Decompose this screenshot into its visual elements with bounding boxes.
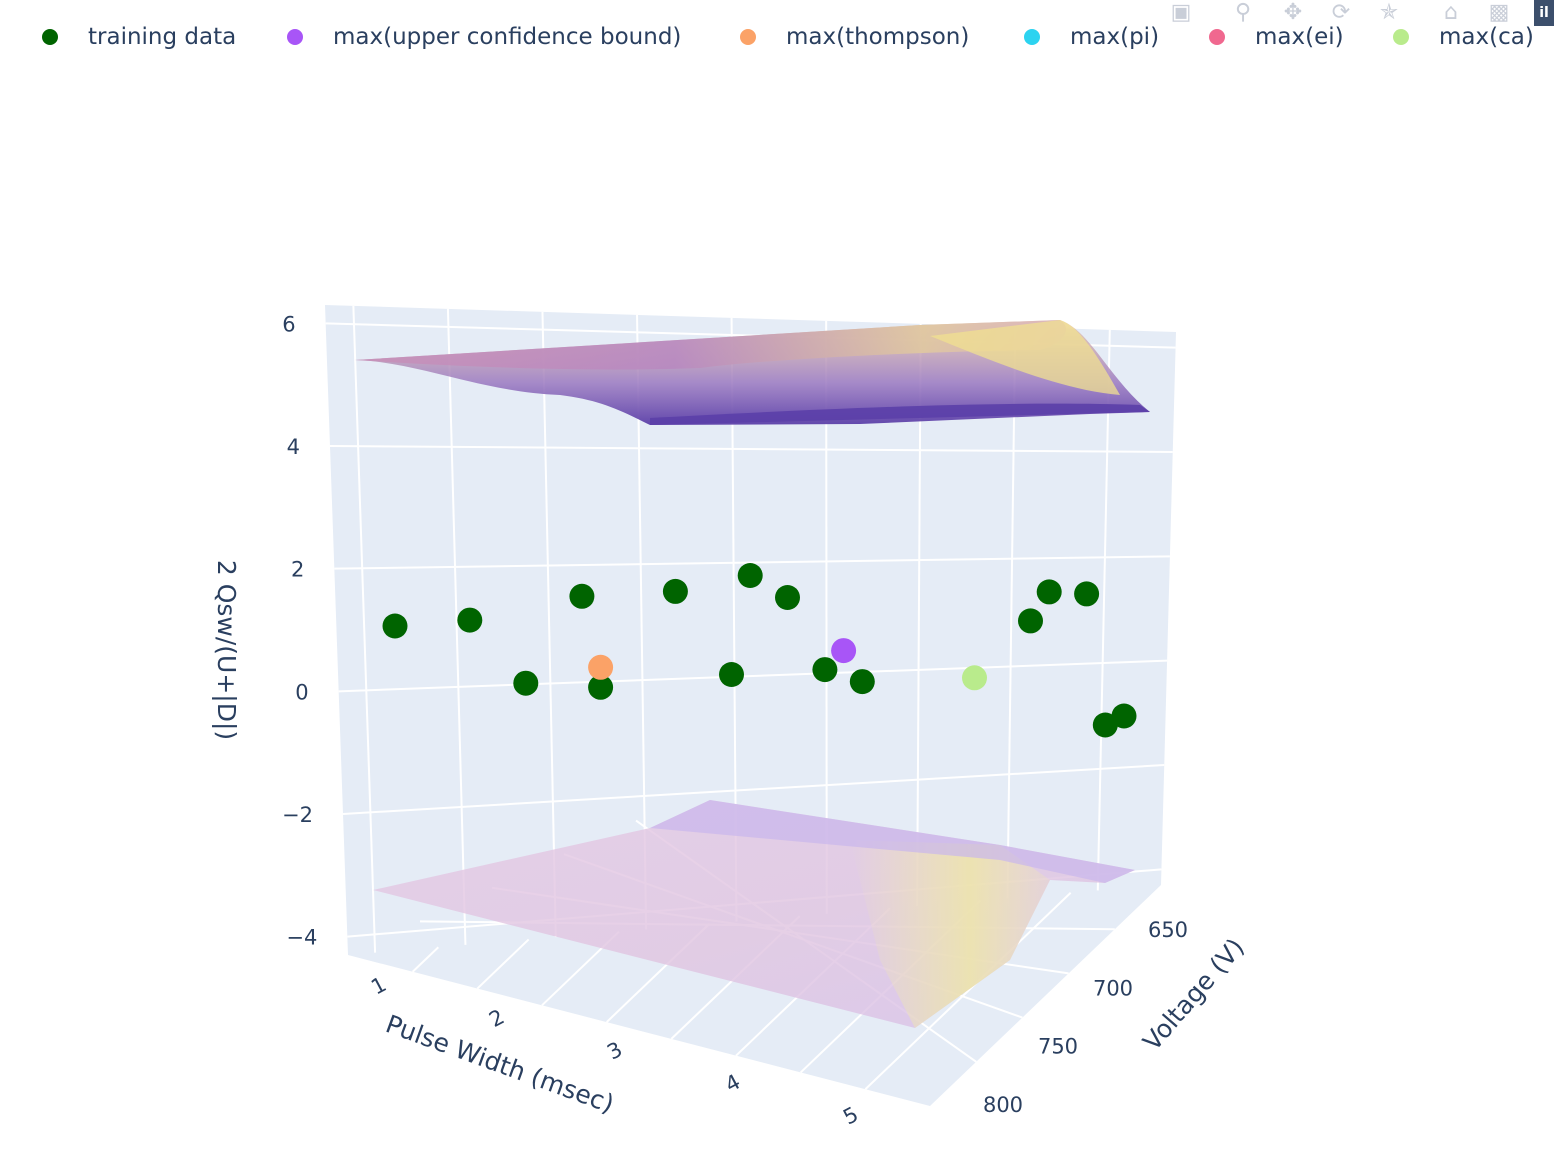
marker-training-data[interactable] [1074, 581, 1100, 607]
z-tick-label: 2 [291, 558, 304, 582]
legend-item-ucb[interactable]: max(upper confidence bound) [287, 22, 681, 52]
legend-item-ca[interactable]: max(ca) [1393, 22, 1534, 52]
legend-label: max(thompson) [786, 24, 970, 50]
marker-training-data[interactable] [737, 563, 763, 588]
legend-label: max(ca) [1439, 24, 1534, 50]
legend-marker-icon [1024, 29, 1040, 45]
back-wall [325, 305, 1176, 955]
x-tick-label: 2 [485, 1005, 508, 1032]
marker-max-upper-confidence-bound-[interactable] [831, 638, 857, 664]
home-icon[interactable]: ⌂ [1444, 0, 1458, 25]
z-tick-label: −2 [282, 803, 313, 827]
z-tick-label: −4 [286, 926, 317, 950]
z-grid-line [334, 555, 1170, 570]
legend-marker-icon [740, 29, 756, 45]
vertical-grid-line [1006, 326, 1017, 899]
camera-view-icon[interactable]: ▩ [1488, 0, 1510, 25]
z-grid-line [342, 764, 1165, 815]
z-grid-line [338, 659, 1168, 693]
marker-training-data[interactable] [569, 583, 595, 609]
lower-surface [373, 800, 1135, 1028]
floor-grid-line [476, 938, 530, 990]
y-axis-title: Voltage (V) [1137, 933, 1250, 1056]
marker-training-data[interactable] [513, 670, 539, 696]
legend-label: max(upper confidence bound) [333, 24, 682, 50]
x-tick-label: 1 [367, 972, 390, 999]
modebar: ▣ ⚲ ✥ ⟳ ✯ ⌂ ▩ il [1148, 0, 1568, 26]
vertical-grid-line [352, 305, 377, 953]
marker-max-thompson-[interactable] [588, 654, 614, 680]
plotly-logo-icon[interactable]: il [1534, 0, 1554, 26]
vertical-grid-line [1096, 329, 1111, 891]
marker-training-data[interactable] [382, 613, 408, 639]
scatter-markers[interactable] [382, 563, 1137, 738]
marker-training-data[interactable] [812, 657, 838, 683]
marker-training-data[interactable] [662, 578, 688, 604]
legend-marker-icon [42, 29, 58, 45]
legend-label: max(ei) [1255, 24, 1344, 50]
y-tick-label: 650 [1148, 918, 1188, 942]
orbit-rotate-icon[interactable]: ⟳ [1331, 0, 1351, 25]
x-tick-label: 3 [603, 1037, 626, 1064]
z-grid-line [329, 445, 1173, 453]
z-axis-title: 2 Qsw/(U+|D|) [212, 560, 241, 740]
upper-surface [355, 320, 1150, 425]
pan-icon[interactable]: ✥ [1283, 0, 1303, 25]
marker-training-data[interactable] [849, 669, 875, 695]
z-tick-label: 0 [295, 680, 308, 704]
zoom-icon[interactable]: ⚲ [1234, 0, 1252, 25]
x-tick-label: 5 [839, 1102, 862, 1129]
legend-marker-icon [287, 29, 303, 45]
marker-training-data[interactable] [457, 607, 483, 633]
legend-item-thompson[interactable]: max(thompson) [740, 22, 969, 52]
legend-item-pi[interactable]: max(pi) [1024, 22, 1159, 52]
marker-training-data[interactable] [1092, 712, 1118, 738]
z-tick-label: 4 [287, 435, 300, 459]
marker-training-data[interactable] [719, 662, 744, 687]
y-tick-label: 800 [983, 1093, 1023, 1117]
y-tick-label: 700 [1093, 976, 1133, 1000]
x-tick-label: 4 [721, 1070, 744, 1097]
vertical-grid-line [541, 311, 557, 938]
legend-item-training-data[interactable]: training data [42, 22, 236, 52]
floor-grid-line [864, 892, 1072, 1090]
legend-item-ei[interactable]: max(ei) [1209, 22, 1344, 52]
marker-training-data[interactable] [775, 585, 800, 610]
marker-training-data[interactable] [1111, 703, 1137, 729]
turntable-rotate-icon[interactable]: ✯ [1379, 0, 1399, 25]
legend-marker-icon [1393, 29, 1409, 45]
marker-training-data[interactable] [588, 674, 614, 700]
z-axis-ticks: −4 −2 0 2 4 6 [282, 312, 317, 949]
legend-marker-icon [1209, 29, 1225, 45]
vertical-grid-line [446, 308, 467, 945]
y-tick-label: 750 [1038, 1035, 1078, 1059]
floor-grid-line [411, 946, 440, 973]
legend-label: max(pi) [1070, 24, 1160, 50]
marker-max-ca-[interactable] [962, 665, 987, 691]
camera-icon[interactable]: ▣ [1170, 0, 1192, 25]
marker-training-data[interactable] [1036, 579, 1062, 605]
marker-training-data[interactable] [1018, 608, 1043, 634]
y-axis-ticks: 650 700 750 800 [983, 918, 1188, 1117]
legend: training data max(upper confidence bound… [0, 0, 1568, 70]
legend-label: training data [88, 24, 237, 50]
z-tick-label: 6 [282, 312, 295, 336]
